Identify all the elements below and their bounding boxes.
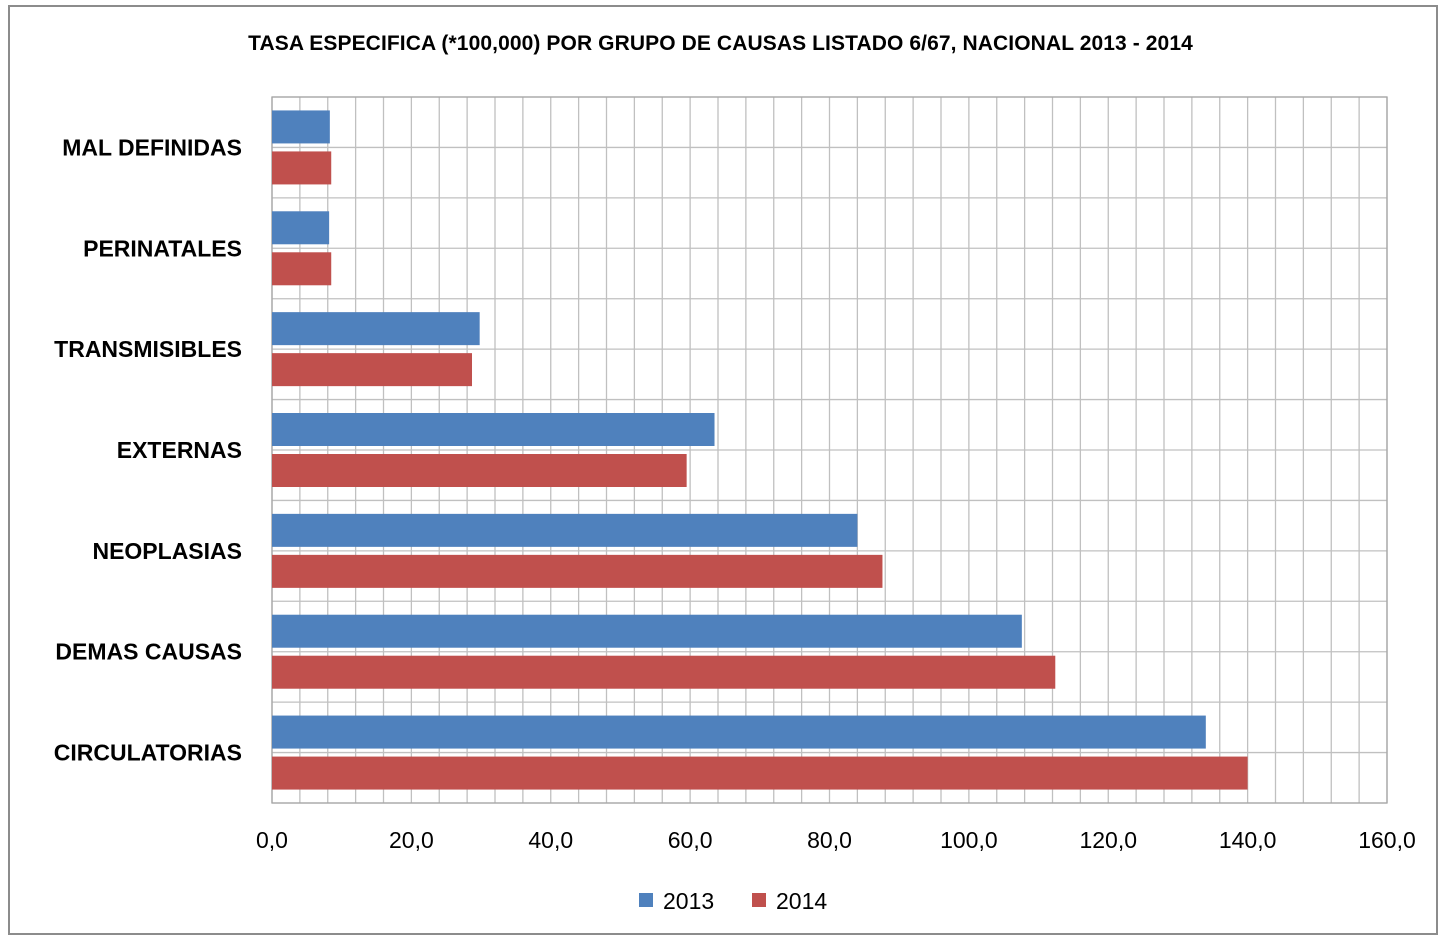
x-axis-tick-labels: 0,0 20,0 40,0 60,0 80,0 100,0 120,0 140,0 160,0 — [256, 827, 1416, 853]
bar-2013-perinatales — [272, 211, 330, 245]
category-label: PERINATALES — [83, 235, 242, 261]
x-tick-label: 0,0 — [256, 827, 288, 853]
bar-2014-circulatorias — [272, 756, 1248, 790]
bar-2014-demas-causas — [272, 655, 1056, 689]
chart-title: TASA ESPECIFICA (*100,000) POR GRUPO DE … — [248, 32, 1193, 55]
legend-swatch-2013 — [639, 893, 653, 907]
category-label: DEMAS CAUSAS — [55, 639, 242, 665]
category-label: MAL DEFINIDAS — [62, 134, 242, 160]
bar-2013-neoplasias — [272, 513, 858, 547]
category-label: EXTERNAS — [117, 437, 242, 463]
x-tick-label: 140,0 — [1219, 827, 1277, 853]
x-tick-label: 40,0 — [528, 827, 573, 853]
x-tick-label: 80,0 — [807, 827, 852, 853]
x-tick-label: 120,0 — [1079, 827, 1137, 853]
legend: 2013 2014 — [639, 888, 827, 914]
bar-2014-externas — [272, 454, 687, 487]
x-tick-label: 60,0 — [668, 827, 713, 853]
legend-label-2013: 2013 — [663, 888, 714, 914]
x-tick-label: 20,0 — [389, 827, 434, 853]
plot-area-border — [271, 96, 1388, 804]
category-labels: MAL DEFINIDAS PERINATALES TRANSMISIBLES EXT… — [54, 134, 242, 765]
category-label: TRANSMISIBLES — [54, 336, 242, 362]
category-label: CIRCULATORIAS — [54, 740, 242, 766]
x-tick-label: 100,0 — [940, 827, 998, 853]
bar-2014-transmisibles — [272, 353, 473, 387]
bar-2013-demas-causas — [272, 614, 1022, 648]
legend-swatch-2014 — [752, 893, 766, 907]
x-tick-label: 160,0 — [1358, 827, 1416, 853]
bars — [272, 110, 1248, 790]
bar-2014-neoplasias — [272, 554, 883, 588]
grid-lines — [271, 96, 1388, 804]
legend-label-2014: 2014 — [776, 888, 827, 914]
bar-2014-perinatales — [272, 252, 332, 286]
category-label: NEOPLASIAS — [92, 538, 242, 564]
bar-2014-mal-definidas — [272, 151, 332, 185]
bar-2013-mal-definidas — [272, 110, 330, 144]
bar-2013-externas — [272, 413, 715, 446]
bar-2013-circulatorias — [272, 715, 1206, 749]
bar-2013-transmisibles — [272, 312, 480, 346]
